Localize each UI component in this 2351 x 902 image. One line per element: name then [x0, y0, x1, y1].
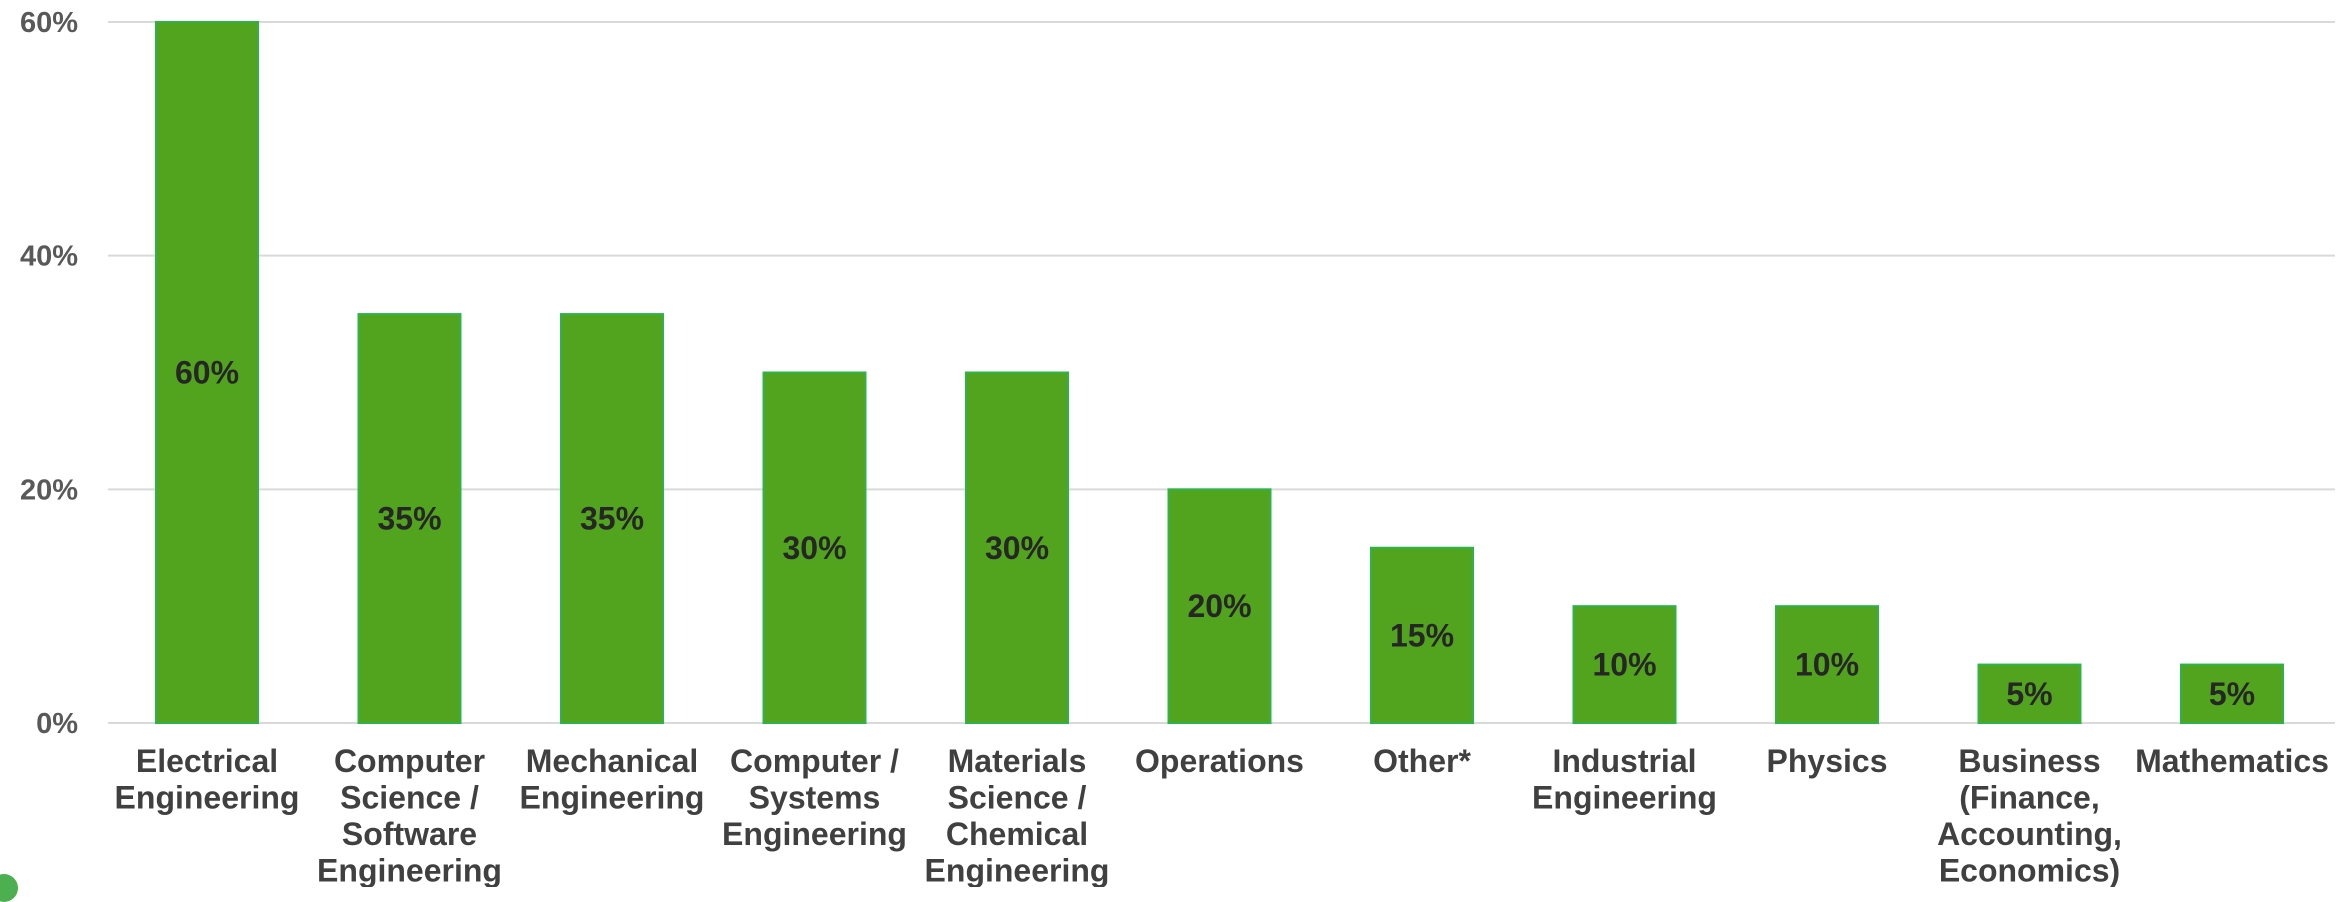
data-label: 20%: [1187, 588, 1251, 624]
data-label: 5%: [2209, 676, 2255, 712]
x-category-label: Other*: [1373, 743, 1471, 779]
x-category-line: Physics: [1767, 743, 1888, 779]
y-tick-label: 0%: [36, 708, 78, 740]
x-category-line: (Finance,: [1959, 780, 2099, 816]
x-category-line: Chemical: [946, 816, 1088, 852]
bar: [1572, 605, 1677, 725]
y-tick-label: 20%: [20, 474, 78, 506]
bar: [1370, 546, 1474, 724]
x-category-line: Accounting,: [1937, 816, 2122, 852]
data-label: 10%: [1592, 647, 1656, 683]
x-category-label: Computer / Systems Engineering: [722, 743, 907, 852]
x-category-label: Business (Finance, Accounting, Economics): [1937, 743, 2122, 887]
x-category-line: Materials: [948, 743, 1087, 779]
x-category-line: Engineering: [1532, 780, 1717, 816]
bar: [2180, 663, 2284, 724]
bar: [357, 313, 462, 724]
data-label: 30%: [985, 530, 1049, 566]
y-tick-label: 60%: [20, 7, 78, 39]
data-label: 10%: [1795, 647, 1859, 683]
x-category-line: Engineering: [115, 780, 300, 816]
bar: [1775, 605, 1879, 725]
x-category-line: Mathematics: [2135, 743, 2329, 779]
x-category-line: Operations: [1135, 743, 1304, 779]
x-category-line: Business: [1958, 743, 2100, 779]
x-category-line: Economics): [1939, 853, 2120, 888]
bar: [965, 371, 1069, 724]
bar: [1167, 488, 1272, 725]
x-category-line: Engineering: [520, 780, 705, 816]
x-category-line: Computer: [334, 743, 485, 779]
data-label: 35%: [377, 501, 441, 537]
y-axis-ticks: 0% 20% 40% 60%: [20, 7, 78, 740]
x-category-line: Engineering: [722, 816, 907, 852]
data-label: 30%: [782, 530, 846, 566]
x-category-line: Software: [342, 816, 477, 852]
data-label: 60%: [175, 355, 239, 391]
bars: [155, 21, 2284, 725]
bar: [762, 371, 867, 724]
bar: [155, 21, 259, 724]
x-category-label: Physics: [1767, 743, 1888, 779]
data-label: 35%: [580, 501, 644, 537]
x-category-line: Engineering: [925, 853, 1110, 888]
x-category-line: Electrical: [136, 743, 278, 779]
x-category-label: Electrical Engineering: [115, 743, 300, 816]
x-category-label: Mechanical Engineering: [520, 743, 705, 816]
bar: [560, 313, 664, 724]
x-category-label: Operations: [1135, 743, 1304, 779]
x-category-line: Industrial: [1552, 743, 1696, 779]
x-category-line: Computer /: [730, 743, 899, 779]
x-category-line: Science /: [948, 780, 1087, 816]
x-category-line: Mechanical: [526, 743, 699, 779]
x-category-label: Computer Science / Software Engineering: [317, 743, 502, 887]
data-label: 15%: [1390, 617, 1454, 653]
bar: [1977, 663, 2082, 724]
x-category-label: Materials Science / Chemical Engineering: [925, 743, 1110, 887]
x-category-line: Engineering: [317, 853, 502, 888]
x-category-line: Other*: [1373, 743, 1471, 779]
x-category-line: Systems: [749, 780, 881, 816]
x-category-label: Mathematics: [2135, 743, 2329, 779]
data-label: 5%: [2006, 676, 2052, 712]
data-labels: 60% 35% 35% 30% 30% 20% 15% 10% 10% 5% 5%: [175, 355, 2255, 712]
x-category-line: Science /: [340, 780, 479, 816]
y-tick-label: 40%: [20, 241, 78, 273]
x-category-label: Industrial Engineering: [1532, 743, 1717, 816]
